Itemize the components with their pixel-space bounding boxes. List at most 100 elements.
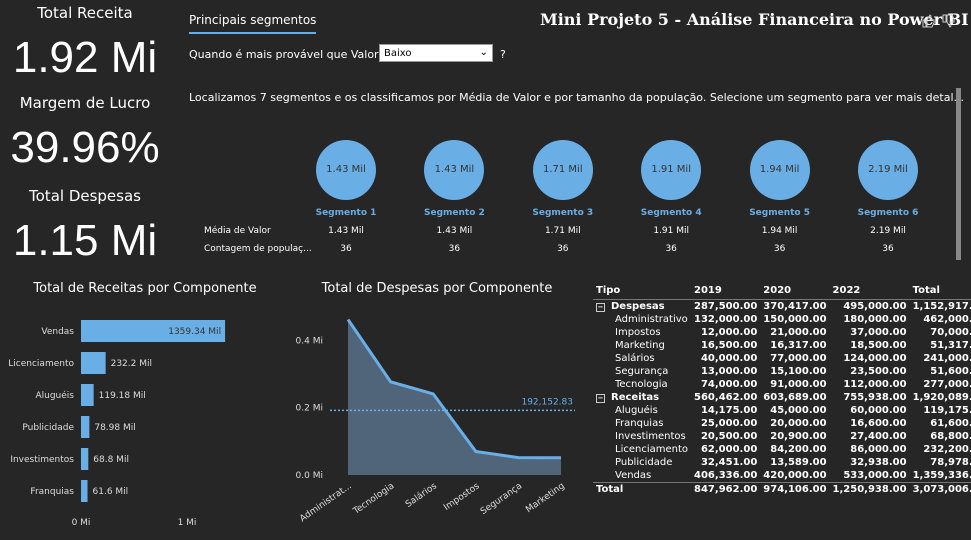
cell: 150,000.00 [763, 313, 827, 325]
cell: Segurança [615, 365, 669, 377]
cell: Franquias [615, 417, 664, 429]
cell: 14,175.00 [700, 404, 758, 416]
cell: − Despesas [596, 300, 665, 312]
cell: 1,250,938.00 [832, 483, 907, 495]
data-row: Tecnologia 74,000.00 91,000.00 112,000.00 27… [593, 378, 971, 391]
kpi-value: 1.92 Mi [12, 33, 158, 82]
cell: Salários [615, 352, 655, 364]
bar [81, 480, 88, 502]
total-row: Total 847,962.00 974,106.00 1,250,938.00 3,0… [593, 482, 971, 496]
cell: 462,000.00 [923, 313, 971, 325]
y-tick-label: Franquias [30, 487, 74, 497]
chart-title: Total de Receitas por Componente [32, 281, 256, 296]
group-row[interactable]: − Receitas 560,462.00 603,689.00 755,938.00 1… [593, 391, 971, 404]
segment-bubble[interactable]: 2.19 Mil [858, 140, 918, 200]
cell: 1,359,336.00 [912, 469, 971, 481]
y-tick-label: Vendas [41, 327, 74, 337]
cell: 21,000.00 [770, 326, 827, 338]
table-wrap: Tipo 2019 2020 2022 Total − Despesas 287,500.00… [593, 283, 971, 496]
cell: 232,200.00 [923, 443, 971, 455]
cell: Total [596, 483, 624, 495]
segment-mean: 1.91 Mil [653, 226, 690, 236]
cell: 2022 [832, 285, 861, 297]
cell: 495,000.00 [843, 300, 907, 312]
bar [81, 416, 90, 438]
data-row: Aluguéis 14,175.00 45,000.00 60,000.00 119,1… [593, 404, 971, 417]
feedback-icons[interactable] [921, 14, 957, 28]
cell: Vendas [615, 469, 652, 481]
segment-bubble[interactable]: 1.94 Mil [749, 140, 810, 200]
cell: 420,000.00 [763, 469, 827, 481]
segment-name: Segmento 5 [749, 208, 810, 218]
y-tick-label: Investimentos [10, 455, 74, 465]
report-title: Mini Projeto 5 - Análise Financeira no P… [540, 10, 969, 29]
x-tick-label: 1 Mi [178, 518, 197, 528]
bar [81, 384, 94, 406]
cell: Tipo [596, 285, 621, 297]
cell: 20,900.00 [770, 430, 827, 442]
cell: 241,000.00 [923, 352, 971, 364]
y-tick-label: Publicidade [22, 423, 74, 433]
y-tick-label: Licenciamento [8, 359, 74, 369]
cell: 3,073,006.00 [912, 483, 971, 495]
cell: Investimentos [615, 430, 686, 442]
tab[interactable]: Principais segmentos [189, 13, 317, 34]
cell: 560,462.00 [694, 391, 758, 403]
segment-bubble[interactable]: 1.71 Mil [532, 140, 593, 200]
help[interactable]: ? [500, 48, 506, 61]
kpi-label: Margem de Lucro [19, 94, 151, 112]
cell: 32,938.00 [850, 456, 907, 468]
cell: 32,451.00 [700, 456, 758, 468]
scrollbar[interactable] [956, 88, 961, 260]
cell: 18,500.00 [850, 339, 907, 351]
cell: 16,317.00 [770, 339, 827, 351]
cell: 132,000.00 [694, 313, 758, 325]
cell: 74,000.00 [700, 378, 758, 390]
average-label: 192,152.83 [521, 397, 573, 407]
cell: 847,962.00 [694, 483, 758, 495]
dropdown-value: Baixo [384, 48, 412, 59]
collapse-icon[interactable]: − [596, 302, 605, 312]
data-row: Licenciamento 62,000.00 84,200.00 86,000.00… [593, 443, 971, 456]
segment-bubble[interactable]: 1.43 Mil [316, 140, 376, 200]
matrix: Tipo 2019 2020 2022 Total − Despesas 287,500.00… [593, 283, 971, 496]
segment-count: 36 [557, 244, 569, 254]
x-tick-label: Salários [404, 481, 439, 510]
cell: 974,106.00 [763, 483, 827, 495]
cell: 112,000.00 [843, 378, 907, 390]
line [346, 318, 562, 460]
data-row: Marketing 16,500.00 16,317.00 18,500.00 51,3… [593, 339, 971, 352]
cell: 406,336.00 [694, 469, 758, 481]
data-row: Segurança 13,000.00 15,100.00 23,500.00 51,6… [593, 365, 971, 378]
cell: 533,000.00 [843, 469, 907, 481]
data-label: 78.98 Mil [94, 423, 135, 433]
data-label: 232.2 Mil [111, 359, 152, 369]
cell: 20,500.00 [700, 430, 758, 442]
cell: Aluguéis [615, 404, 658, 416]
cell: 20,000.00 [770, 417, 827, 429]
segment-count: 36 [882, 244, 894, 254]
cell: Licenciamento [615, 443, 689, 455]
bar [81, 320, 226, 342]
data-row: Salários 40,000.00 77,000.00 124,000.00 241,… [593, 352, 971, 365]
data-row: Publicidade 32,451.00 13,589.00 32,938.00 78… [593, 456, 971, 469]
cell: 119,175.00 [923, 404, 971, 416]
cell: 124,000.00 [843, 352, 907, 364]
data-label: 68.8 Mil [93, 455, 129, 465]
collapse-icon[interactable]: − [596, 393, 605, 403]
cell: 755,938.00 [843, 391, 907, 403]
segment-bubble[interactable]: 1.91 Mil [641, 140, 702, 200]
group-row[interactable]: − Despesas 287,500.00 370,417.00 495,000.00 1… [593, 299, 971, 313]
data-label: 119.18 Mil [99, 391, 146, 401]
cell: 603,689.00 [763, 391, 827, 403]
cell: 40,000.00 [700, 352, 758, 364]
cell: 16,600.00 [850, 417, 907, 429]
cell: 2020 [763, 285, 792, 297]
segment-mean: 1.94 Mil [761, 226, 798, 236]
cell: 277,000.00 [923, 378, 971, 390]
x-tick-label: Impostos [442, 481, 482, 513]
cell: 45,000.00 [770, 404, 827, 416]
data-label: 1359.34 Mil [168, 327, 221, 337]
dropdown[interactable]: Baixo ⌄ [379, 44, 493, 62]
segment-bubble[interactable]: 1.43 Mil [424, 140, 485, 200]
